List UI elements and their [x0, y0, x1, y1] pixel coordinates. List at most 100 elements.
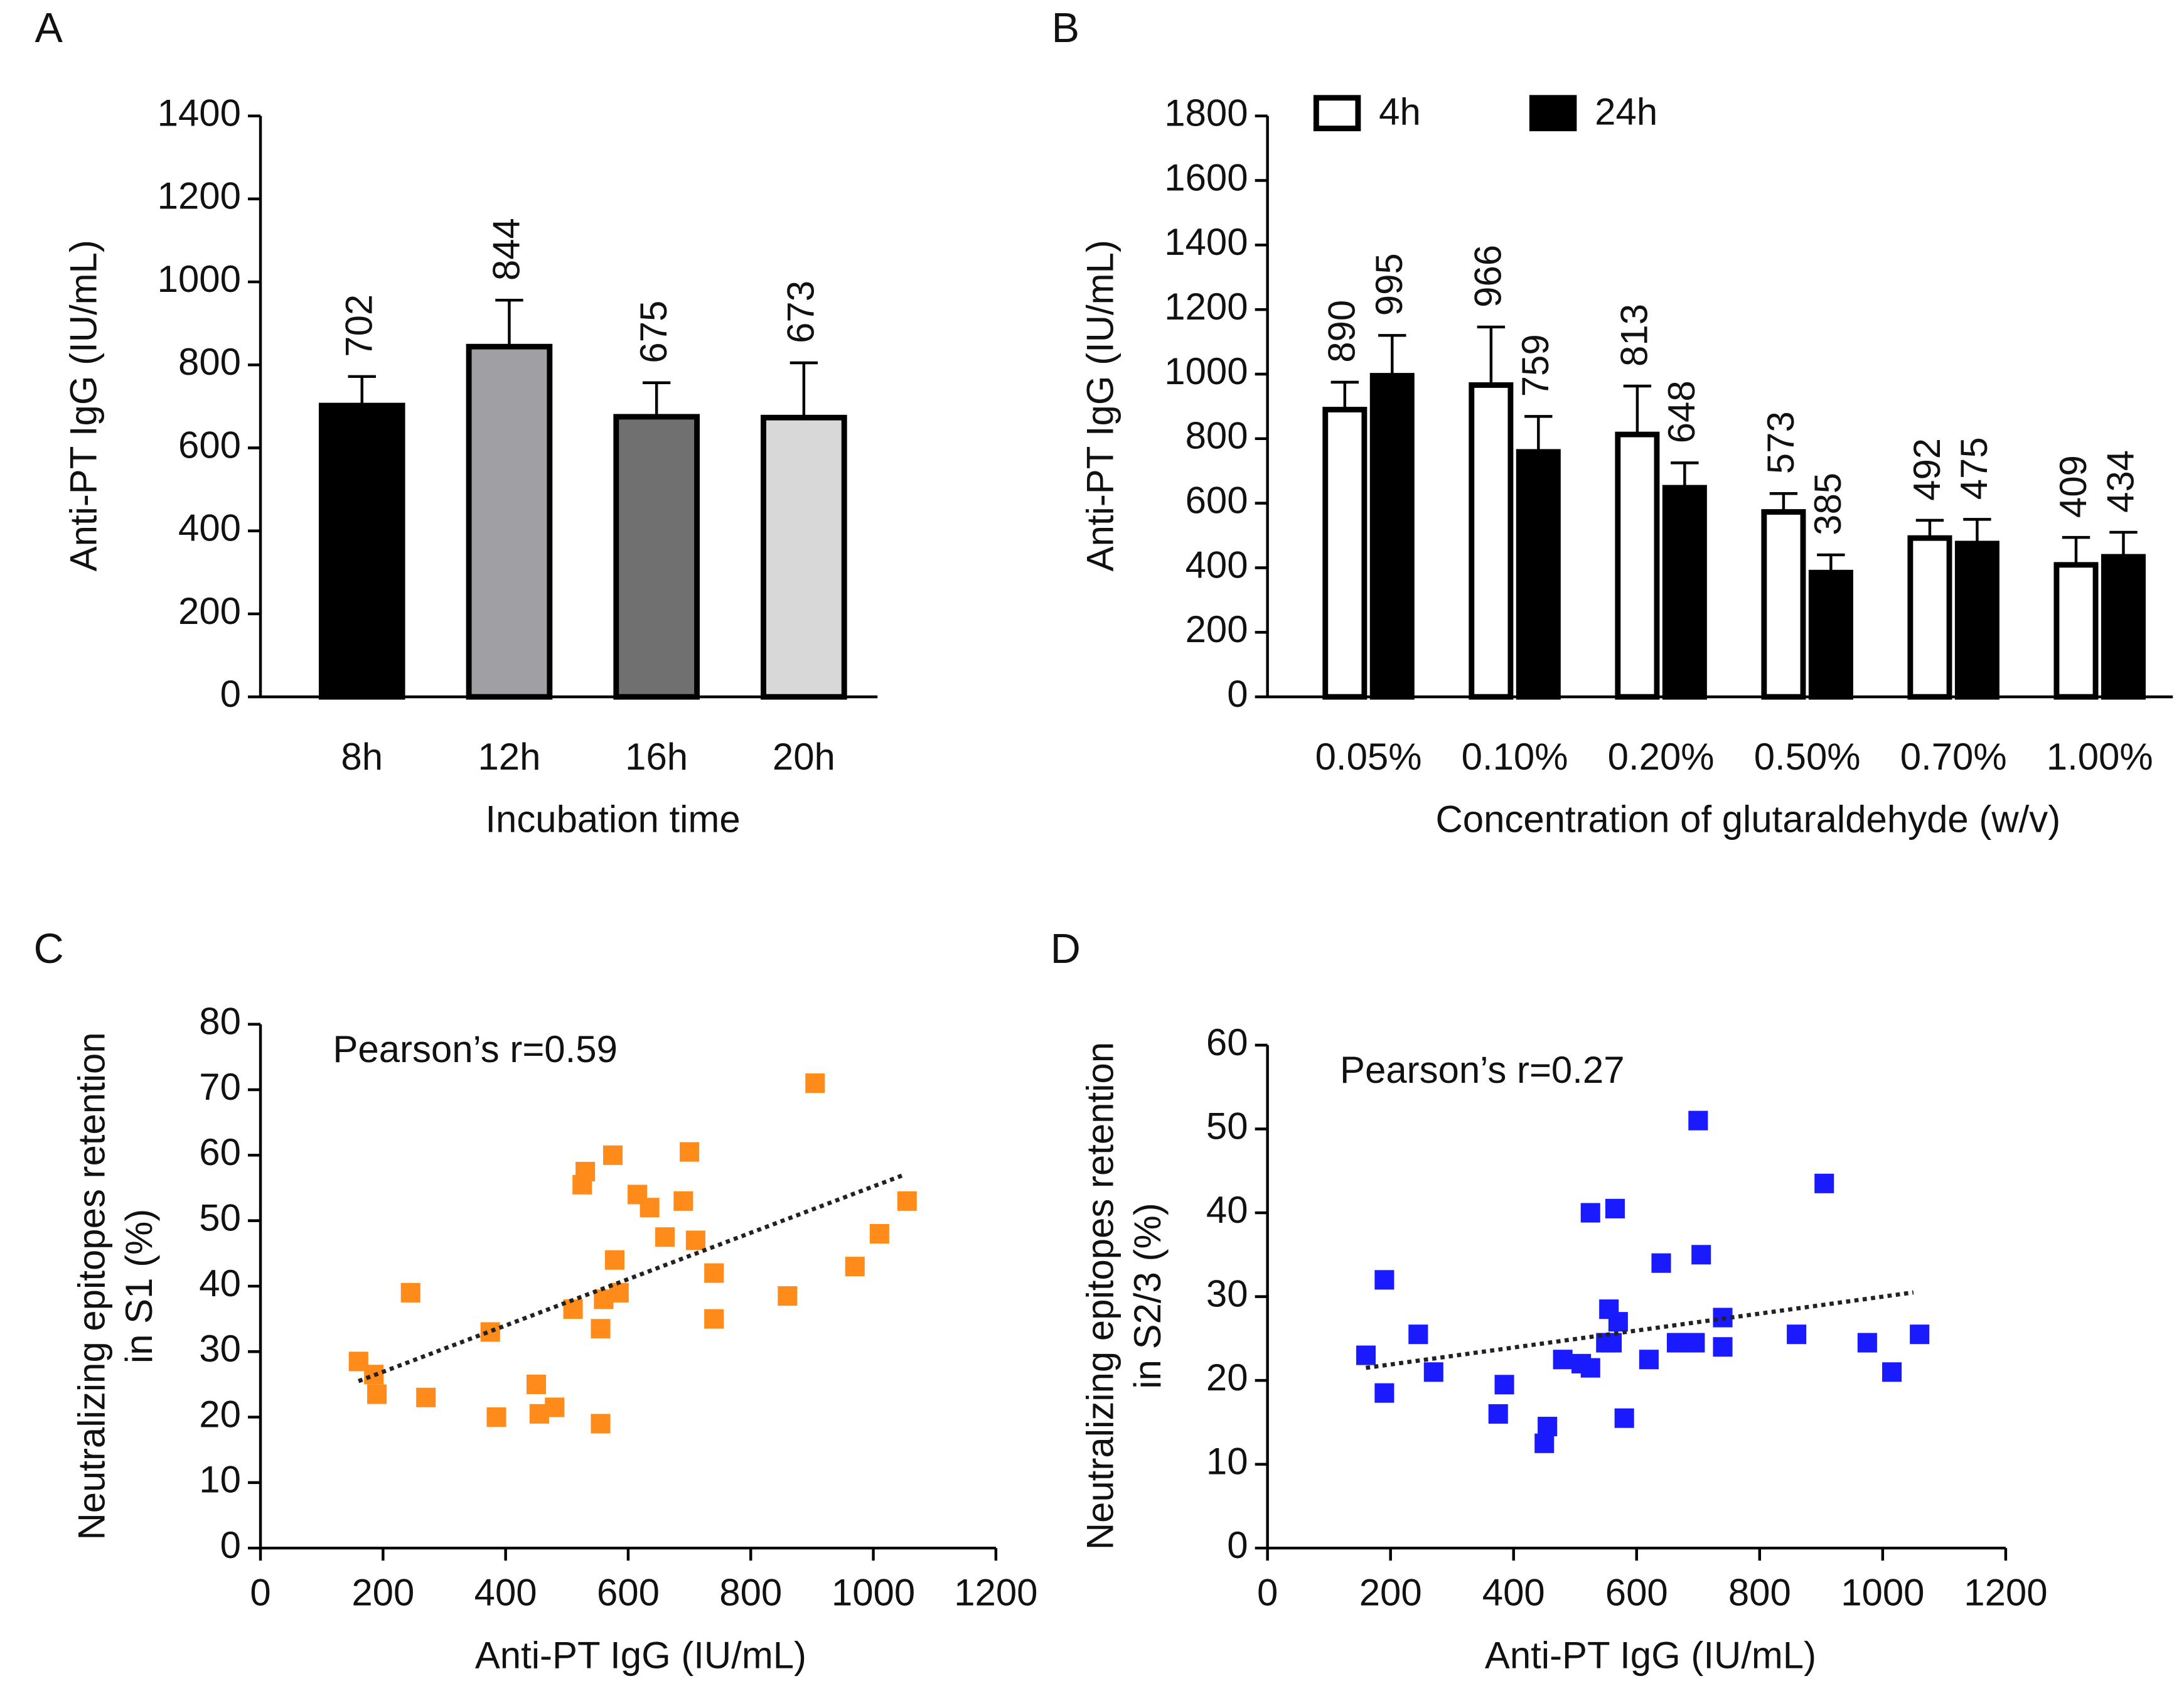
point: [1787, 1324, 1807, 1345]
value-label: 759: [1514, 334, 1556, 397]
x-tick-label: 800: [1728, 1571, 1791, 1613]
y-tick-label: 70: [199, 1066, 241, 1108]
y-tick-label: 0: [220, 1524, 241, 1566]
point: [1685, 1333, 1705, 1353]
point: [805, 1073, 825, 1093]
point: [1605, 1198, 1625, 1218]
point: [704, 1263, 724, 1283]
point: [1553, 1350, 1573, 1370]
point: [1534, 1433, 1555, 1453]
y-axis-label: Anti-PT IgG (IU/mL): [1079, 240, 1121, 571]
y-axis-label: Neutralizing epitopes retention: [1079, 1042, 1121, 1550]
x-tick-label: 16h: [625, 736, 688, 778]
x-tick-label: 400: [1482, 1571, 1545, 1613]
x-axis-label: Concentration of glutaraldehyde (w/v): [1436, 798, 2061, 841]
y-tick-label: 0: [220, 673, 241, 715]
value-label: 673: [780, 281, 822, 343]
point: [575, 1161, 596, 1181]
y-tick-label: 0: [1227, 673, 1248, 715]
value-label: 492: [1906, 438, 1948, 501]
value-label: 434: [2099, 450, 2141, 513]
bar: [613, 414, 700, 700]
x-axis-label: Incubation time: [485, 798, 740, 841]
y-tick-label: 20: [199, 1393, 241, 1435]
bar: [1615, 431, 1660, 700]
trendline: [1366, 1290, 1914, 1370]
y-tick-label: 50: [1206, 1105, 1248, 1147]
point: [673, 1191, 693, 1211]
bar: [1662, 485, 1707, 700]
value-label: 995: [1368, 253, 1410, 316]
point: [1494, 1375, 1514, 1395]
y-tick-label: 1600: [1164, 156, 1248, 198]
point: [602, 1145, 623, 1165]
x-tick-label: 200: [351, 1571, 414, 1613]
legend-label: 4h: [1379, 90, 1421, 132]
bar: [2053, 562, 2099, 700]
x-tick-label: 12h: [478, 736, 540, 778]
point: [526, 1374, 546, 1394]
y-tick-label: 0: [1227, 1524, 1248, 1566]
point: [778, 1286, 798, 1306]
y-tick-label: 10: [1206, 1440, 1248, 1482]
value-label: 675: [633, 301, 675, 363]
x-tick-label: 0.70%: [1900, 736, 2007, 778]
panel-label: B: [1052, 5, 1079, 51]
point: [1691, 1245, 1711, 1265]
y-tick-label: 1400: [1164, 221, 1248, 263]
x-tick-label: 400: [474, 1571, 537, 1613]
bar: [1322, 407, 1368, 700]
point: [1639, 1350, 1659, 1370]
annotation: Pearson’s r=0.59: [333, 1028, 617, 1070]
panel-label: C: [34, 926, 64, 972]
y-tick-label: 1400: [158, 92, 241, 134]
legend-label: 24h: [1595, 90, 1657, 132]
x-tick-label: 800: [719, 1571, 782, 1613]
x-tick-label: 0.20%: [1608, 736, 1715, 778]
x-tick-label: 1200: [1964, 1571, 2047, 1613]
y-axis-label: Neutralizing epitopes retention: [71, 1032, 113, 1540]
legend-swatch: [1313, 95, 1361, 132]
point: [1910, 1324, 1930, 1345]
bar: [1469, 382, 1514, 700]
point: [416, 1387, 436, 1407]
value-label: 573: [1760, 411, 1802, 474]
x-tick-label: 1000: [1841, 1571, 1924, 1613]
point: [1666, 1333, 1687, 1353]
point: [1580, 1358, 1600, 1378]
point: [486, 1407, 506, 1427]
bar: [1369, 373, 1415, 700]
panel-label: A: [35, 5, 63, 51]
y-tick-label: 1800: [1164, 92, 1248, 134]
y-tick-label: 60: [199, 1131, 241, 1173]
bar: [761, 414, 847, 700]
value-label: 648: [1661, 380, 1703, 443]
bar: [1761, 509, 1806, 700]
point: [1488, 1404, 1508, 1424]
x-tick-label: 20h: [773, 736, 835, 778]
point: [704, 1309, 724, 1329]
value-label: 475: [1953, 437, 1995, 500]
y-axis-label: in S1 (%): [118, 1209, 160, 1363]
y-tick-label: 200: [1186, 608, 1248, 650]
value-label: 844: [485, 218, 527, 281]
x-tick-label: 600: [597, 1571, 660, 1613]
y-tick-label: 600: [178, 424, 241, 466]
value-label: 702: [338, 294, 380, 357]
point: [1538, 1417, 1558, 1437]
bar: [1954, 540, 1999, 700]
bar: [466, 343, 553, 700]
panel-label: D: [1051, 926, 1081, 972]
value-label: 966: [1467, 245, 1509, 308]
y-tick-label: 600: [1186, 479, 1248, 521]
value-label: 813: [1614, 304, 1656, 367]
point: [1374, 1270, 1394, 1290]
point: [591, 1319, 611, 1339]
point: [1423, 1362, 1443, 1382]
point: [364, 1365, 384, 1385]
y-tick-label: 1000: [1164, 350, 1248, 392]
point: [563, 1299, 583, 1319]
y-tick-label: 800: [1186, 415, 1248, 457]
point: [1374, 1383, 1394, 1403]
